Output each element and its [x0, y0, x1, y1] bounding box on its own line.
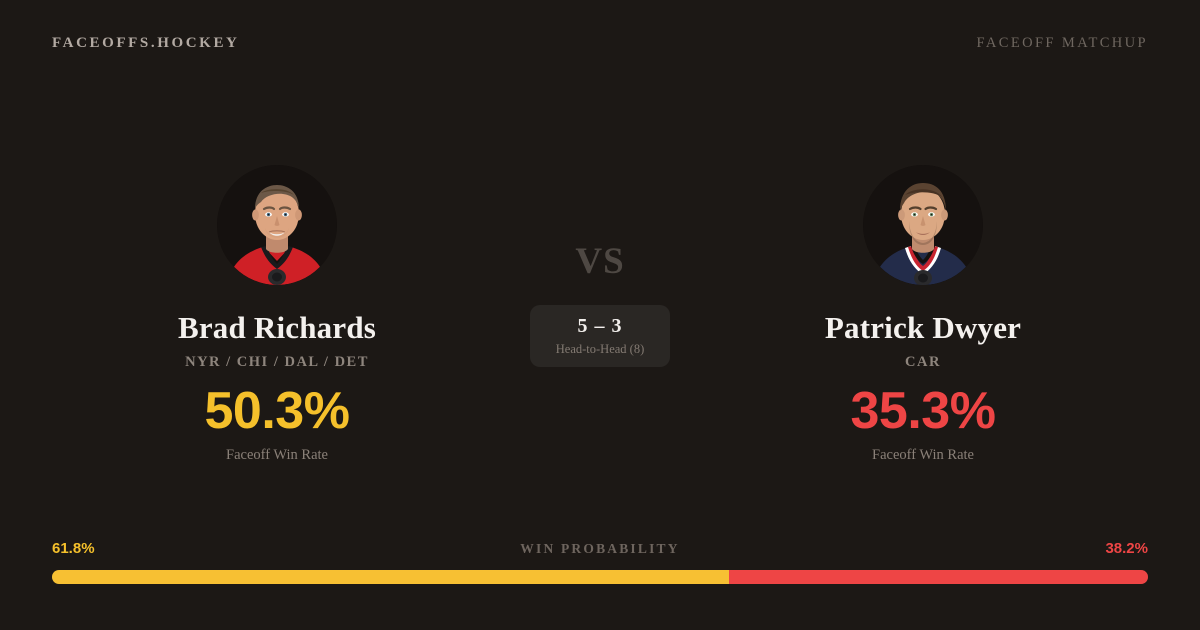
player-headshot-red-jersey-icon [217, 165, 337, 285]
player-card-left[interactable]: Brad Richards NYR / CHI / DAL / DET 50.3… [62, 150, 492, 464]
matchup-section: Brad Richards NYR / CHI / DAL / DET 50.3… [0, 150, 1200, 480]
win-probability-bar-right-segment [729, 570, 1148, 584]
vs-label: VS [575, 241, 625, 282]
player-card-right[interactable]: Patrick Dwyer CAR 35.3% Faceoff Win Rate [708, 150, 1138, 464]
player-faceoff-label: Faceoff Win Rate [226, 447, 328, 464]
win-probability-bar-left-segment [52, 570, 730, 584]
head-to-head-score: 5 – 3 [577, 315, 623, 338]
site-logo[interactable]: FACEOFFS.HOCKEY [52, 34, 240, 51]
versus-block: VS 5 – 3 Head-to-Head (8) [490, 150, 710, 367]
avatar [217, 165, 337, 285]
head-to-head-chip[interactable]: 5 – 3 Head-to-Head (8) [530, 305, 670, 367]
page-subtitle: FACEOFF MATCHUP [976, 34, 1148, 51]
avatar [863, 165, 983, 285]
player-teams: CAR [905, 354, 941, 371]
win-probability-labels: 61.8% WIN PROBABILITY 38.2% [52, 540, 1148, 562]
win-probability-left-value: 61.8% [52, 540, 95, 557]
head-to-head-label: Head-to-Head (8) [555, 342, 645, 357]
player-faceoff-pct: 50.3% [204, 382, 350, 441]
win-probability-right-value: 38.2% [1105, 540, 1148, 557]
win-probability-section: 61.8% WIN PROBABILITY 38.2% [52, 540, 1148, 584]
player-faceoff-pct: 35.3% [850, 382, 996, 441]
win-probability-title: WIN PROBABILITY [520, 541, 680, 556]
player-faceoff-label: Faceoff Win Rate [872, 447, 974, 464]
player-name: Patrick Dwyer [824, 310, 1022, 345]
player-headshot-navy-jersey-icon [863, 165, 983, 285]
page-header: FACEOFFS.HOCKEY FACEOFF MATCHUP [0, 0, 1200, 86]
player-name: Brad Richards [177, 310, 377, 345]
win-probability-bar [52, 570, 1148, 584]
player-teams: NYR / CHI / DAL / DET [185, 354, 369, 371]
